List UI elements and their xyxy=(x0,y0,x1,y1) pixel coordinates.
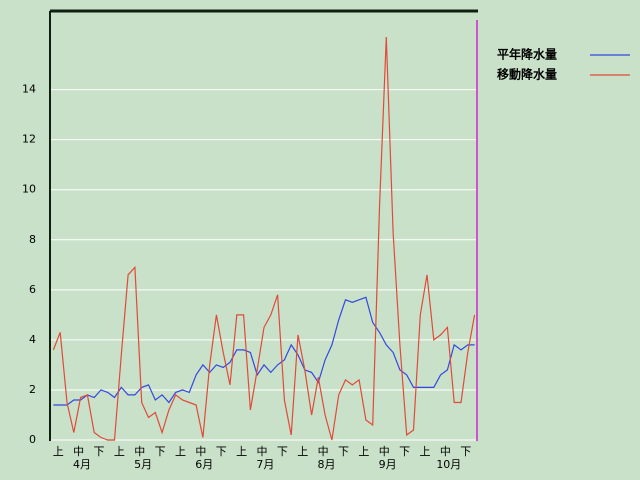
x-tick-label: 上 xyxy=(236,445,247,458)
x-tick-label: 上 xyxy=(297,445,308,458)
x-group-label: 9月 xyxy=(379,458,397,471)
y-tick-label: 6 xyxy=(29,283,36,296)
x-group-label: 5月 xyxy=(134,458,152,471)
x-tick-label: 下 xyxy=(460,445,471,458)
x-tick-label: 下 xyxy=(277,445,288,458)
plot-area: 02468101214上中下上中下上中下上中下上中下上中下上中下4月 5月 6月 7月… xyxy=(22,36,478,471)
x-group-label: 6月 xyxy=(195,458,213,471)
x-tick-label: 下 xyxy=(93,445,104,458)
x-tick-label: 上 xyxy=(53,445,64,458)
x-group-label: 8月 xyxy=(318,458,336,471)
y-tick-label: 14 xyxy=(22,83,36,96)
y-tick-label: 10 xyxy=(22,183,36,196)
x-tick-label: 下 xyxy=(399,445,410,458)
x-group-label: 7月 xyxy=(256,458,274,471)
y-tick-label: 12 xyxy=(22,133,36,146)
x-tick-label: 上 xyxy=(420,445,431,458)
x-tick-label: 中 xyxy=(318,445,329,458)
series-line xyxy=(53,296,475,406)
x-tick-label: 中 xyxy=(257,445,268,458)
x-group-label: 10月 xyxy=(436,458,461,471)
x-tick-label: 下 xyxy=(338,445,349,458)
y-tick-label: 2 xyxy=(29,383,36,396)
series-line xyxy=(52,36,476,441)
y-tick-label: 4 xyxy=(29,333,36,346)
legend-label: 移動降水量 xyxy=(497,67,557,82)
x-tick-label: 上 xyxy=(114,445,125,458)
x-tick-label: 中 xyxy=(73,445,84,458)
x-tick-label: 中 xyxy=(195,445,206,458)
x-tick-label: 中 xyxy=(134,445,145,458)
y-tick-label: 8 xyxy=(29,233,36,246)
x-tick-label: 中 xyxy=(440,445,451,458)
x-tick-label: 下 xyxy=(216,445,227,458)
legend-label: 平年降水量 xyxy=(497,47,557,62)
x-tick-label: 上 xyxy=(175,445,186,458)
x-group-label: 4月 xyxy=(73,458,91,471)
x-tick-label: 上 xyxy=(358,445,369,458)
x-tick-label: 中 xyxy=(379,445,390,458)
x-tick-label: 下 xyxy=(155,445,166,458)
y-tick-label: 0 xyxy=(29,433,36,446)
